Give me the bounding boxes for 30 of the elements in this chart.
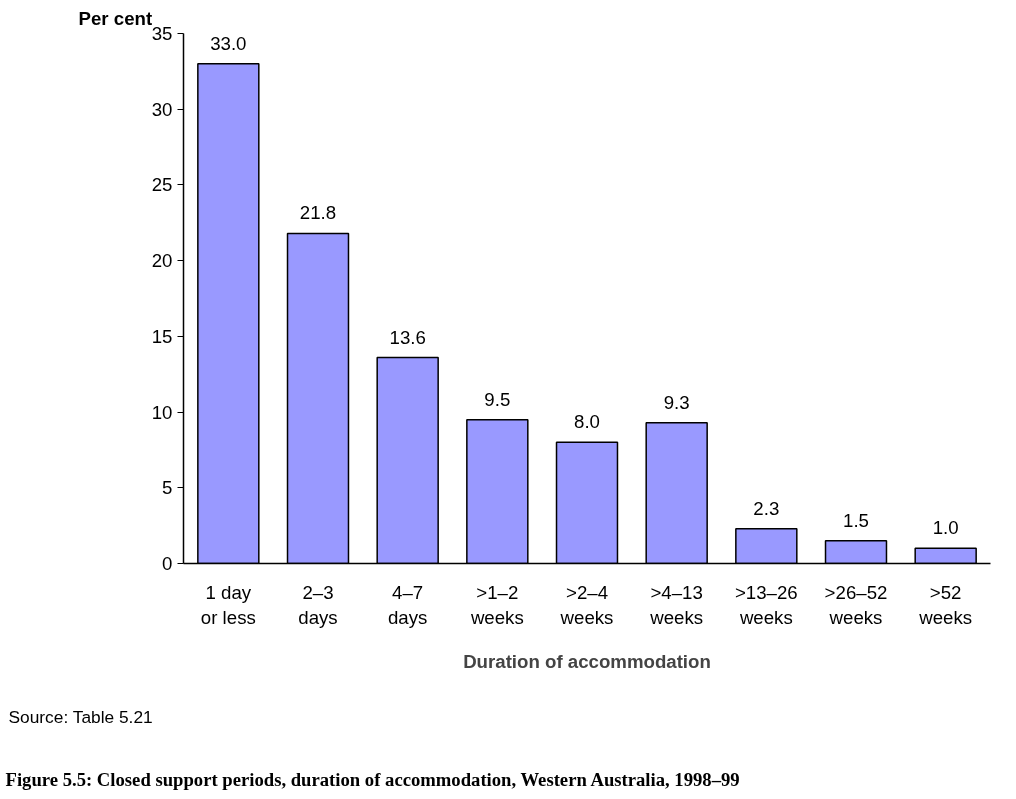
data-label: 21.8 xyxy=(299,202,337,224)
y-tick-label: 5 xyxy=(162,477,173,499)
x-tick-label: >26–52 weeks xyxy=(824,581,888,628)
text: Figure 5.5: Closed support periods, duration of accommodation, Western Australia, 1998–99 xyxy=(5,768,740,790)
y-tick-label: 15 xyxy=(151,325,173,347)
y-tick-label: 30 xyxy=(151,98,173,120)
x-tick-label: 4–7 days xyxy=(387,581,428,628)
data-label: 33.0 xyxy=(210,32,247,54)
data-label: 9.3 xyxy=(663,391,690,413)
y-tick-label: 10 xyxy=(151,401,173,423)
y-axis-title: Per cent xyxy=(78,7,153,29)
x-tick-label: >52 weeks xyxy=(918,581,973,628)
y-tick-label: 35 xyxy=(151,23,173,44)
x-tick-label: >1–2 weeks xyxy=(469,581,524,628)
data-label: 1.5 xyxy=(843,509,869,531)
data-label: 8.0 xyxy=(574,411,600,433)
x-axis-title: Duration of accommodation xyxy=(463,650,711,672)
y-tick-label: 25 xyxy=(151,174,173,196)
x-tick-label: 1 day or less xyxy=(200,581,256,628)
y-tick-label: 0 xyxy=(162,553,173,574)
data-label: 13.6 xyxy=(389,326,426,348)
x-tick-label: 2–3 days xyxy=(298,581,338,628)
data-label: 9.5 xyxy=(484,388,511,410)
data-label: 2.3 xyxy=(753,497,780,519)
y-tick-label: 20 xyxy=(151,250,173,272)
x-tick-label: >4–13 weeks xyxy=(649,581,704,628)
source-note: Source: Table 5.21 xyxy=(8,706,153,727)
x-tick-label: >13–26 weeks xyxy=(734,581,798,628)
x-tick-label: >2–4 weeks xyxy=(559,581,614,628)
data-label: 1.0 xyxy=(932,517,959,539)
